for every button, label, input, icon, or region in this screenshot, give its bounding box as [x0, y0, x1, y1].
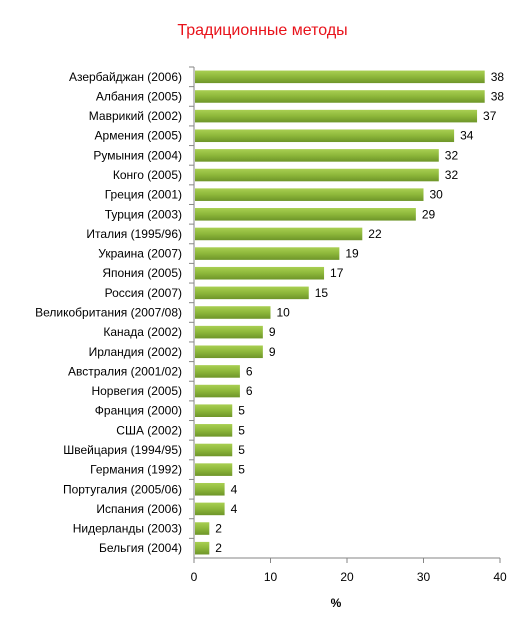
category-label: Армения (2005) — [95, 129, 182, 143]
bar — [195, 482, 225, 496]
data-label: 17 — [330, 266, 344, 280]
x-tick-label: 10 — [264, 570, 278, 584]
category-label: Ирландия (2002) — [89, 345, 182, 359]
data-label: 38 — [491, 89, 505, 103]
data-label: 5 — [238, 404, 245, 418]
data-label: 37 — [483, 109, 497, 123]
bar — [195, 404, 233, 417]
data-label: 4 — [231, 482, 238, 496]
bar — [195, 365, 240, 378]
data-label: 2 — [215, 541, 222, 555]
x-tick-label: 40 — [493, 570, 507, 584]
chart-title: Традиционные методы — [177, 22, 348, 39]
bar — [195, 463, 233, 476]
bar — [195, 443, 233, 457]
data-label: 15 — [315, 286, 329, 300]
data-label: 5 — [238, 443, 245, 457]
category-label: Испания (2006) — [96, 502, 182, 516]
data-label: 19 — [345, 247, 359, 261]
data-label: 34 — [460, 129, 474, 143]
bar — [195, 208, 416, 221]
bar — [195, 227, 363, 241]
x-tick-label: 20 — [340, 570, 354, 584]
category-label: Азербайджан (2006) — [69, 70, 182, 84]
category-label: Австралия (2001/02) — [68, 364, 182, 378]
x-tick-label: 30 — [417, 570, 431, 584]
category-label: Норвегия (2005) — [91, 384, 182, 398]
bar — [195, 90, 485, 103]
bar — [195, 345, 263, 359]
category-label: Португалия (2005/06) — [63, 482, 182, 496]
data-label: 10 — [277, 306, 291, 320]
bar — [195, 522, 210, 535]
bar — [195, 306, 271, 319]
x-axis-label: % — [330, 596, 342, 610]
bar — [195, 168, 439, 182]
category-label: Конго (2005) — [113, 168, 182, 182]
category-label: Канада (2002) — [103, 325, 182, 339]
category-label: США (2002) — [116, 423, 182, 437]
category-label: Турция (2003) — [105, 207, 182, 221]
category-label: Румыния (2004) — [93, 148, 182, 162]
category-label: Маврикий (2002) — [89, 109, 182, 123]
category-label: Нидерланды (2003) — [73, 522, 182, 536]
category-label: Швейцария (1994/95) — [63, 443, 182, 457]
category-label: Япония (2005) — [102, 266, 182, 280]
data-label: 29 — [422, 207, 436, 221]
category-label: Франция (2000) — [95, 404, 182, 418]
bar — [195, 266, 325, 280]
data-label: 2 — [215, 522, 222, 536]
category-label: Украина (2007) — [98, 247, 182, 261]
data-label: 5 — [238, 423, 245, 437]
data-label: 38 — [491, 70, 505, 84]
bar — [195, 149, 439, 162]
bar — [195, 384, 240, 398]
data-label: 9 — [269, 325, 276, 339]
category-label: Италия (1995/96) — [86, 227, 182, 241]
category-label: Албания (2005) — [96, 89, 182, 103]
category-label: Германия (1992) — [90, 463, 182, 477]
bar — [195, 70, 485, 84]
bar — [195, 286, 309, 300]
bar — [195, 188, 424, 201]
data-label: 9 — [269, 345, 276, 359]
category-label: Великобритания (2007/08) — [35, 306, 182, 320]
data-label: 5 — [238, 463, 245, 477]
bar — [195, 129, 455, 143]
data-label: 30 — [430, 188, 444, 202]
category-label: Россия (2007) — [105, 286, 182, 300]
bar — [195, 325, 263, 339]
x-tick-label: 0 — [191, 570, 198, 584]
data-label: 4 — [231, 502, 238, 516]
bar — [195, 541, 210, 555]
bar — [195, 109, 478, 123]
category-label: Греция (2001) — [105, 188, 182, 202]
data-label: 6 — [246, 384, 253, 398]
data-label: 6 — [246, 364, 253, 378]
data-label: 32 — [445, 168, 459, 182]
bar — [195, 424, 233, 437]
bar — [195, 502, 225, 516]
bar — [195, 247, 340, 260]
data-label: 32 — [445, 148, 459, 162]
category-label: Бельгия (2004) — [99, 541, 182, 555]
data-label: 22 — [368, 227, 382, 241]
